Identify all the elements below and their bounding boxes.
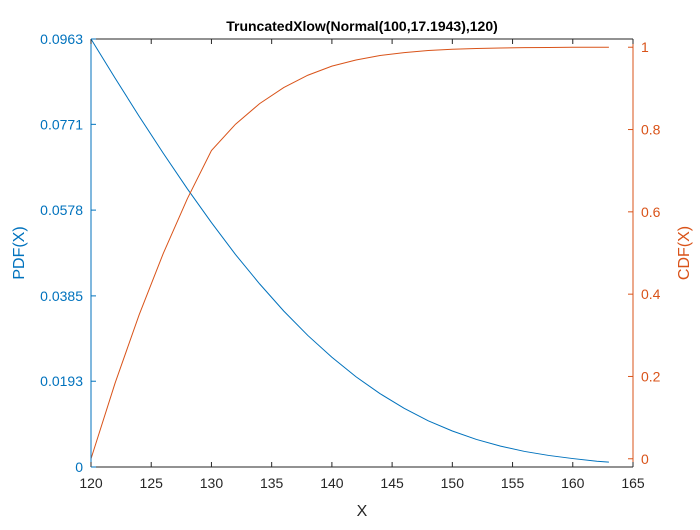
y-left-axis-label: PDF(X) [11, 226, 28, 279]
x-tick-label: 120 [79, 475, 103, 491]
x-tick-label: 140 [320, 475, 344, 491]
y-right-tick-layer: 0 0.2 0.4 0.6 0.8 1 [628, 39, 661, 467]
x-tick-label: 155 [501, 475, 525, 491]
plot-area [91, 39, 633, 467]
y-right-tick-label: 0.6 [641, 204, 661, 220]
x-tick-layer: 120 125 130 135 140 145 150 155 160 165 [79, 39, 645, 491]
x-tick-label: 160 [561, 475, 585, 491]
y-right-tick-label: 0 [641, 451, 649, 467]
y-left-tick-label: 0.0963 [40, 31, 83, 47]
y-right-tick-label: 0.2 [641, 368, 661, 384]
y-left-tick-label: 0.0578 [40, 202, 83, 218]
y-left-tick-label: 0.0193 [40, 373, 83, 389]
x-axis-label: X [357, 503, 368, 520]
x-tick-label: 135 [260, 475, 284, 491]
y-right-tick-label: 0.8 [641, 122, 661, 138]
pdf-series-line [90, 38, 609, 463]
series-layer [90, 38, 609, 463]
y-right-tick-label: 0.4 [641, 286, 661, 302]
x-tick-label: 145 [380, 475, 404, 491]
cdf-series-line [90, 46, 609, 459]
y-left-tick-label: 0.0385 [40, 288, 83, 304]
y-left-tick-label: 0 [75, 459, 83, 475]
x-tick-label: 130 [200, 475, 224, 491]
y-left-tick-layer: 0 0.0193 0.0385 0.0578 0.0771 0.0963 [40, 31, 96, 475]
x-tick-label: 125 [140, 475, 164, 491]
y-right-tick-label: 1 [641, 39, 649, 55]
chart-title: TruncatedXlow(Normal(100,17.1943),120) [226, 18, 498, 34]
y-right-axis-label: CDF(X) [676, 226, 693, 280]
x-tick-label: 150 [441, 475, 465, 491]
y-left-tick-label: 0.0771 [40, 116, 83, 132]
x-tick-label: 165 [621, 475, 645, 491]
